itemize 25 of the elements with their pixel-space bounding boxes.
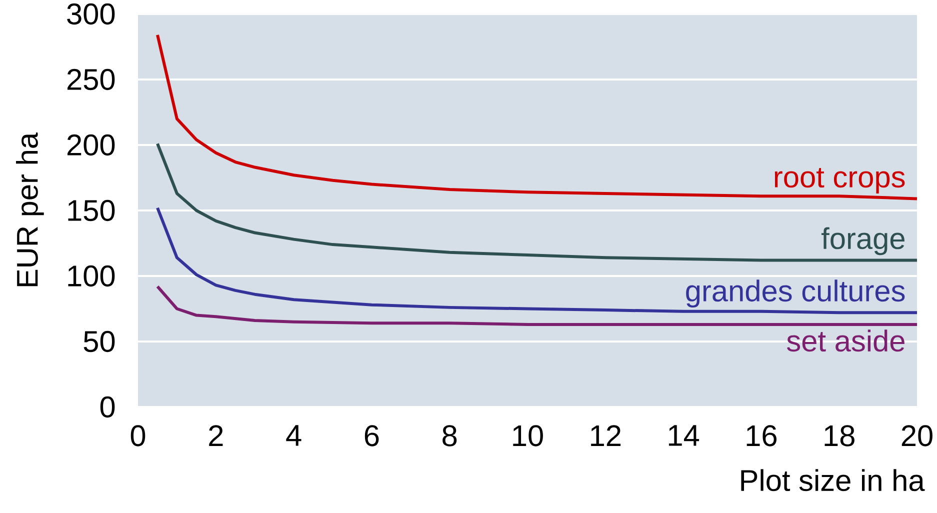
y-axis-title: EUR per ha: [16, 132, 44, 286]
y-tick-label: 150: [68, 200, 115, 222]
x-tick-label: 18: [824, 425, 854, 446]
x-axis-title: Plot size in ha: [741, 469, 925, 492]
series-label: grandes cultures: [686, 280, 905, 308]
x-tick-label: 2: [209, 425, 223, 446]
y-tick-label: 250: [67, 68, 115, 90]
series-label: root crops: [774, 168, 905, 194]
x-tick-label: 8: [442, 425, 457, 446]
x-tick-label: 10: [513, 425, 543, 446]
x-tick-label: 4: [286, 425, 302, 446]
y-tick-label: 300: [67, 3, 115, 25]
y-tick-label: 200: [67, 134, 115, 156]
y-tick-label: 0: [100, 396, 115, 418]
x-tick-label: 20: [902, 425, 932, 446]
x-tick-label: 0: [130, 425, 146, 446]
x-tick-label: 6: [364, 425, 379, 446]
y-tick-label: 100: [68, 265, 115, 287]
line-series: [156, 206, 919, 314]
series-label: set aside: [787, 330, 904, 352]
x-tick-label: 12: [591, 425, 621, 446]
series-label: forage: [821, 227, 904, 256]
x-tick-label: 16: [746, 425, 777, 446]
y-tick-label: 50: [84, 330, 115, 352]
x-tick-label: 14: [668, 425, 700, 446]
